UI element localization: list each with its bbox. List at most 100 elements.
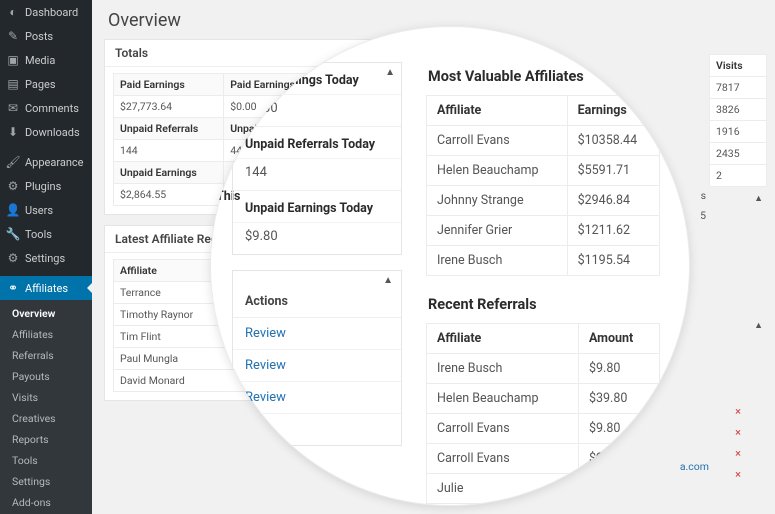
sidebar-item-dashboard[interactable]: ◐ Dashboard [0, 0, 92, 24]
col-header: Affiliate [427, 324, 579, 354]
affiliate-name: Helen Beauchamp [427, 384, 579, 414]
fragment-text: s [701, 189, 706, 202]
sidebar-item-settings[interactable]: ⚙ Settings [0, 246, 92, 270]
sidebar-item-affiliates[interactable]: ⚭ Affiliates [0, 276, 92, 300]
affiliate-name: Carroll Evans [427, 444, 579, 474]
panel-toggle-icon[interactable]: ▲ [385, 67, 395, 78]
appearance-icon: 🖌 [6, 155, 20, 169]
tools-icon: 🔧 [6, 227, 20, 241]
panel-toggle-icon[interactable]: ▲ [233, 271, 401, 286]
sidebar-item-comments[interactable]: ✉ Comments [0, 96, 92, 120]
sidebar-item-posts[interactable]: ✎ Posts [0, 24, 92, 48]
delete-icon[interactable]: × [709, 422, 767, 443]
visits-value: 1916 [709, 121, 767, 143]
visits-strip: Visits 7817 3826 1916 2435 2 ▲ ▲ × × × × [709, 54, 767, 485]
totals-label: Unpaid Earnings [114, 162, 224, 184]
visits-value: 7817 [709, 77, 767, 99]
visits-value: 2435 [709, 143, 767, 165]
submenu-payouts[interactable]: Payouts [0, 366, 92, 387]
action-link[interactable]: Review [233, 382, 401, 414]
earnings-value: $2946.84 [567, 186, 659, 216]
earnings-value: $5591.71 [567, 156, 659, 186]
totals-value: $2,864.55 [114, 184, 224, 206]
sidebar-item-label: Tools [25, 228, 52, 241]
affiliate-name: Irene Busch [427, 246, 568, 276]
sidebar-submenu: Overview Affiliates Referrals Payouts Vi… [0, 300, 92, 514]
stat-label: Unpaid Referrals Today [233, 127, 401, 158]
submenu-visits[interactable]: Visits [0, 387, 92, 408]
magnified-overlay: ▲ Paid Earnings Today $0.00 Unpaid Refer… [210, 26, 690, 506]
sidebar-item-label: Pages [25, 78, 56, 91]
plugins-icon: ⚙ [6, 179, 20, 193]
sidebar-item-plugins[interactable]: ⚙ Plugins [0, 174, 92, 198]
actions-header: Actions [233, 286, 401, 318]
settings-icon: ⚙ [6, 251, 20, 265]
today-stats-card: ▲ Paid Earnings Today $0.00 Unpaid Refer… [232, 62, 402, 255]
totals-value: 144 [114, 140, 224, 162]
visits-value: 2 [709, 165, 767, 187]
sidebar-item-label: Appearance [25, 156, 84, 169]
submenu-settings[interactable]: Settings [0, 471, 92, 492]
admin-sidebar: ◐ Dashboard ✎ Posts ▣ Media ▤ Pages ✉ Co… [0, 0, 92, 514]
totals-value: $27,773.64 [114, 96, 224, 118]
amount-value: $9.80 [578, 354, 659, 384]
sidebar-item-pages[interactable]: ▤ Pages [0, 72, 92, 96]
stat-label: Paid Earnings Today [233, 63, 401, 94]
visits-header: Visits [709, 54, 767, 77]
submenu-referrals[interactable]: Referrals [0, 345, 92, 366]
fragment-text: 5 [700, 209, 706, 222]
fragment-text: a.com [680, 460, 709, 473]
submenu-addons[interactable]: Add-ons [0, 492, 92, 513]
sidebar-item-label: Downloads [25, 126, 80, 139]
stat-value: $0.00 [233, 94, 401, 126]
affiliate-name: Carroll Evans [427, 126, 568, 156]
totals-label: Unpaid Referrals [114, 118, 224, 140]
earnings-value: $1195.54 [567, 246, 659, 276]
stat-label: Unpaid Earnings Today [233, 191, 401, 222]
sidebar-item-label: Media [25, 54, 55, 67]
sidebar-item-tools[interactable]: 🔧 Tools [0, 222, 92, 246]
sidebar-item-label: Settings [25, 252, 65, 265]
pages-icon: ▤ [6, 77, 20, 91]
delete-icon[interactable]: × [709, 443, 767, 464]
submenu-reports[interactable]: Reports [0, 429, 92, 450]
comments-icon: ✉ [6, 101, 20, 115]
affiliate-name: Carroll Evans [427, 414, 579, 444]
users-icon: 👤 [6, 203, 20, 217]
stat-value: $9.80 [233, 222, 401, 254]
panel-title: Recent Referrals [426, 290, 660, 323]
panel-toggle-icon[interactable]: ▲ [709, 187, 767, 204]
panel-toggle-icon[interactable]: ▲ [709, 314, 767, 331]
sidebar-item-users[interactable]: 👤 Users [0, 198, 92, 222]
delete-icon[interactable]: × [709, 464, 767, 485]
action-link[interactable]: Review [233, 318, 401, 350]
delete-icon[interactable]: × [709, 401, 767, 422]
sidebar-item-label: Posts [25, 30, 53, 43]
earnings-value: $1211.62 [567, 216, 659, 246]
submenu-creatives[interactable]: Creatives [0, 408, 92, 429]
sidebar-item-label: Plugins [25, 180, 61, 193]
panel-title: Totals [115, 46, 148, 60]
earnings-value: $10358.44 [567, 126, 659, 156]
col-header: Affiliate [427, 96, 568, 126]
col-header: Amount [578, 324, 659, 354]
sidebar-item-label: Comments [25, 102, 79, 115]
action-link[interactable]: Review [233, 350, 401, 382]
submenu-overview[interactable]: Overview [0, 303, 92, 324]
affiliates-icon: ⚭ [6, 281, 20, 295]
downloads-icon: ⬇ [6, 125, 20, 139]
submenu-tools[interactable]: Tools [0, 450, 92, 471]
dashboard-icon: ◐ [6, 5, 20, 19]
pin-icon: ✎ [6, 29, 20, 43]
totals-label: Paid Earnings [114, 74, 224, 96]
affiliate-name: Helen Beauchamp [427, 156, 568, 186]
sidebar-item-label: Affiliates [25, 282, 68, 295]
media-icon: ▣ [6, 53, 20, 67]
sidebar-item-downloads[interactable]: ⬇ Downloads [0, 120, 92, 144]
submenu-affiliates[interactable]: Affiliates [0, 324, 92, 345]
visits-value: 3826 [709, 99, 767, 121]
affiliate-name: Irene Busch [427, 354, 579, 384]
affiliate-name: Jennifer Grier [427, 216, 568, 246]
sidebar-item-media[interactable]: ▣ Media [0, 48, 92, 72]
sidebar-item-appearance[interactable]: 🖌 Appearance [0, 150, 92, 174]
